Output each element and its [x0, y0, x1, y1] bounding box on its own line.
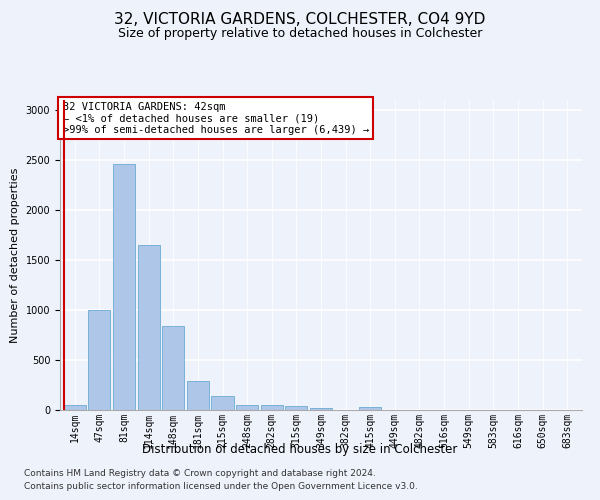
Bar [359, 407, 382, 410]
Bar [260, 405, 283, 410]
Bar [162, 326, 184, 410]
Text: Contains public sector information licensed under the Open Government Licence v3: Contains public sector information licen… [24, 482, 418, 491]
Bar [64, 404, 86, 410]
Text: 32 VICTORIA GARDENS: 42sqm
← <1% of detached houses are smaller (19)
>99% of sem: 32 VICTORIA GARDENS: 42sqm ← <1% of deta… [62, 102, 369, 134]
Y-axis label: Number of detached properties: Number of detached properties [10, 168, 20, 342]
Bar [187, 380, 209, 410]
Bar [137, 245, 160, 410]
Text: 32, VICTORIA GARDENS, COLCHESTER, CO4 9YD: 32, VICTORIA GARDENS, COLCHESTER, CO4 9Y… [115, 12, 485, 28]
Text: Contains HM Land Registry data © Crown copyright and database right 2024.: Contains HM Land Registry data © Crown c… [24, 468, 376, 477]
Bar [88, 310, 110, 410]
Bar [236, 404, 258, 410]
Text: Size of property relative to detached houses in Colchester: Size of property relative to detached ho… [118, 28, 482, 40]
Bar [211, 396, 233, 410]
Bar [285, 406, 307, 410]
Bar [310, 408, 332, 410]
Text: Distribution of detached houses by size in Colchester: Distribution of detached houses by size … [142, 442, 458, 456]
Bar [113, 164, 135, 410]
